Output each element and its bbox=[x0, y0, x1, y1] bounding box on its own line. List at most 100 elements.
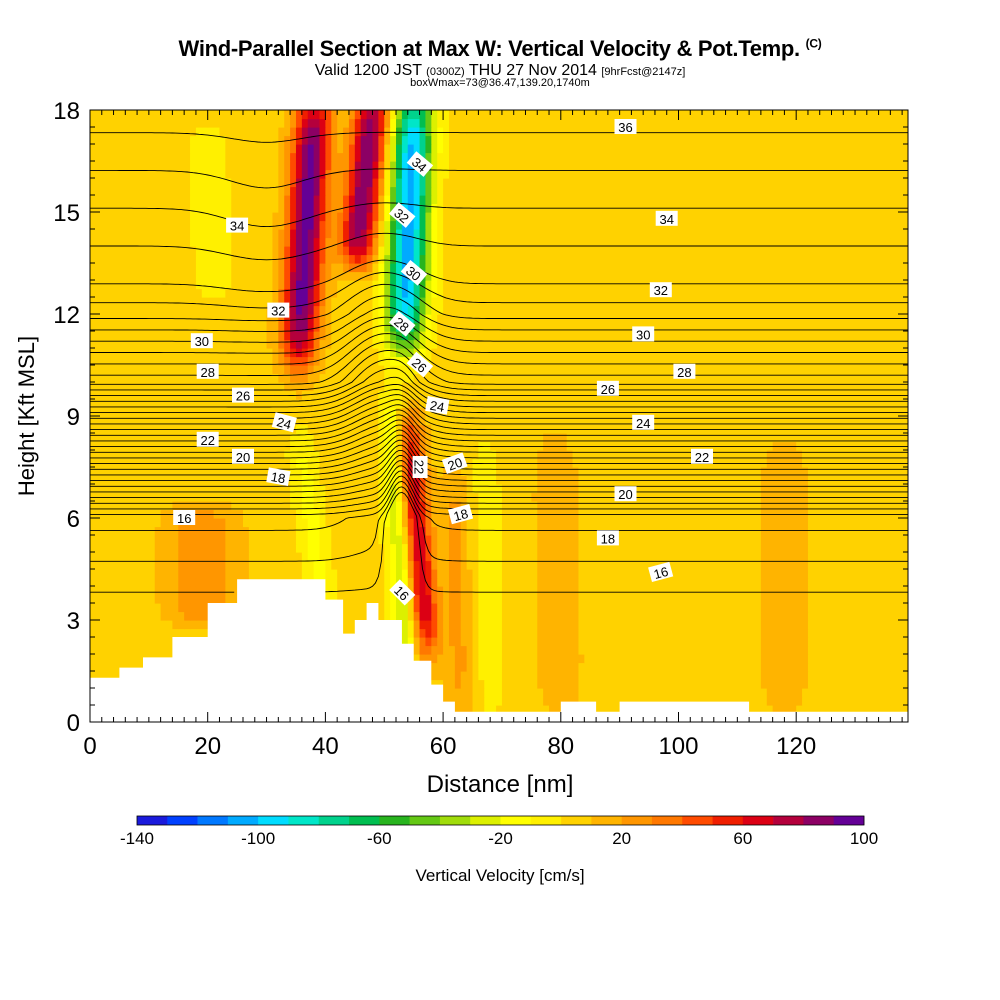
velocity-cell bbox=[95, 526, 103, 536]
velocity-cell bbox=[384, 475, 391, 485]
velocity-cell bbox=[749, 492, 756, 502]
velocity-cell bbox=[172, 441, 179, 451]
velocity-cell bbox=[760, 620, 768, 630]
velocity-cell bbox=[878, 509, 886, 519]
velocity-cell bbox=[819, 594, 827, 604]
velocity-cell bbox=[137, 492, 144, 502]
velocity-cell bbox=[166, 450, 173, 460]
velocity-cell bbox=[154, 628, 162, 638]
velocity-cell bbox=[184, 433, 191, 443]
velocity-cell bbox=[201, 594, 209, 604]
velocity-cell bbox=[766, 705, 774, 715]
velocity-cell bbox=[819, 467, 827, 477]
velocity-cell bbox=[225, 535, 232, 545]
velocity-cell bbox=[625, 654, 633, 664]
velocity-cell bbox=[337, 433, 344, 443]
velocity-cell bbox=[384, 543, 391, 553]
velocity-cell bbox=[831, 518, 838, 528]
velocity-cell bbox=[419, 535, 427, 545]
velocity-cell bbox=[419, 654, 427, 664]
velocity-cell bbox=[401, 492, 409, 502]
velocity-cell bbox=[554, 501, 562, 511]
velocity-cell bbox=[601, 671, 609, 681]
velocity-cell bbox=[549, 441, 556, 451]
velocity-cell bbox=[113, 441, 121, 451]
velocity-cell bbox=[584, 543, 591, 553]
velocity-cell bbox=[872, 696, 880, 706]
velocity-cell bbox=[431, 603, 438, 613]
velocity-cell bbox=[631, 569, 638, 579]
velocity-cell bbox=[607, 416, 615, 426]
velocity-cell bbox=[537, 671, 544, 681]
velocity-cell bbox=[90, 611, 97, 621]
velocity-cell bbox=[531, 484, 538, 494]
velocity-cell bbox=[619, 450, 627, 460]
velocity-cell bbox=[384, 518, 391, 528]
velocity-cell bbox=[702, 424, 709, 434]
velocity-cell bbox=[896, 662, 903, 672]
velocity-cell bbox=[490, 560, 497, 570]
velocity-cell bbox=[325, 577, 332, 587]
velocity-cell bbox=[772, 586, 780, 596]
velocity-cell bbox=[731, 645, 738, 655]
velocity-cell bbox=[378, 458, 385, 468]
velocity-cell bbox=[590, 611, 597, 621]
velocity-cell bbox=[378, 509, 385, 519]
velocity-cell bbox=[496, 484, 503, 494]
velocity-cell bbox=[607, 450, 615, 460]
velocity-cell bbox=[354, 509, 362, 519]
velocity-cell bbox=[554, 671, 562, 681]
velocity-cell bbox=[419, 501, 427, 511]
velocity-cell bbox=[872, 467, 880, 477]
velocity-cell bbox=[507, 501, 515, 511]
velocity-cell bbox=[519, 637, 527, 647]
velocity-cell bbox=[148, 628, 156, 638]
velocity-cell bbox=[519, 671, 527, 681]
velocity-cell bbox=[284, 535, 291, 545]
velocity-cell bbox=[490, 671, 497, 681]
velocity-cell bbox=[454, 569, 462, 579]
velocity-cell bbox=[543, 696, 550, 706]
velocity-cell bbox=[666, 535, 674, 545]
velocity-cell bbox=[113, 416, 121, 426]
velocity-cell bbox=[148, 552, 156, 562]
velocity-cell bbox=[225, 577, 232, 587]
velocity-cell bbox=[131, 467, 138, 477]
velocity-cell bbox=[666, 637, 674, 647]
velocity-cell bbox=[154, 441, 162, 451]
velocity-cell bbox=[796, 552, 803, 562]
velocity-field bbox=[90, 110, 908, 722]
velocity-cell bbox=[702, 594, 709, 604]
velocity-cell bbox=[754, 535, 762, 545]
velocity-cell bbox=[460, 611, 468, 621]
velocity-cell bbox=[225, 492, 232, 502]
velocity-cell bbox=[372, 416, 379, 426]
velocity-cell bbox=[672, 569, 680, 579]
velocity-cell bbox=[607, 467, 615, 477]
velocity-cell bbox=[625, 662, 633, 672]
velocity-cell bbox=[619, 645, 627, 655]
velocity-cell bbox=[831, 594, 838, 604]
velocity-cell bbox=[678, 509, 685, 519]
velocity-cell bbox=[419, 526, 427, 536]
velocity-cell bbox=[896, 611, 903, 621]
velocity-cell bbox=[725, 501, 733, 511]
velocity-cell bbox=[460, 526, 468, 536]
velocity-cell bbox=[466, 611, 474, 621]
velocity-cell bbox=[672, 543, 680, 553]
velocity-cell bbox=[872, 552, 880, 562]
velocity-cell bbox=[566, 484, 574, 494]
velocity-cell bbox=[807, 560, 815, 570]
velocity-cell bbox=[490, 645, 497, 655]
velocity-cell bbox=[713, 586, 721, 596]
velocity-cell bbox=[131, 424, 138, 434]
velocity-cell bbox=[331, 594, 338, 604]
velocity-cell bbox=[454, 526, 462, 536]
velocity-cell bbox=[201, 586, 209, 596]
velocity-cell bbox=[678, 484, 685, 494]
velocity-cell bbox=[855, 543, 862, 553]
velocity-cell bbox=[301, 526, 309, 536]
velocity-cell bbox=[337, 450, 344, 460]
velocity-cell bbox=[225, 441, 232, 451]
velocity-cell bbox=[784, 526, 791, 536]
